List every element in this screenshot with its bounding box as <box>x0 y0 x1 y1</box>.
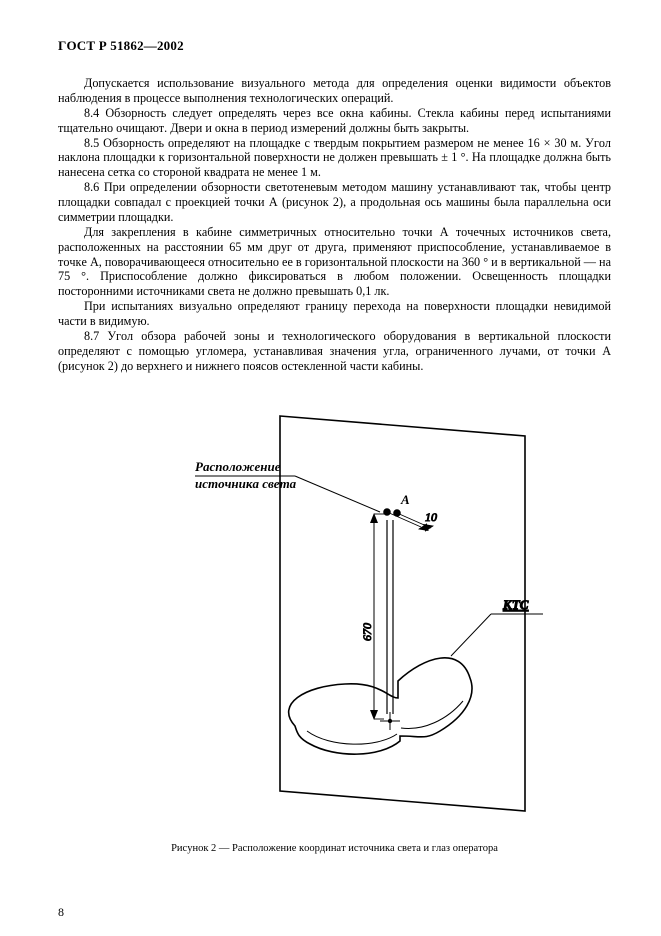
figure-point-a: A <box>400 492 410 507</box>
gost-header: ГОСТ Р 51862—2002 <box>58 38 611 54</box>
label-light-source-line2: источника света <box>195 476 297 491</box>
label-light-source: Расположение источника света <box>195 459 380 512</box>
paragraph-8-5: 8.5 Обзорность определяют на площадке с … <box>58 136 611 181</box>
label-light-source-line1: Расположение <box>195 459 281 474</box>
label-kts: КТС <box>451 597 543 656</box>
paragraph-8-6: 8.6 При определении обзорности светотене… <box>58 180 611 225</box>
label-kts-text: КТС <box>502 597 529 612</box>
paragraph-8-7: 8.7 Угол обзора рабочей зоны и технологи… <box>58 329 611 374</box>
figure-2: A Расположение источника света 10 <box>58 396 611 854</box>
paragraph-8-4: 8.4 Обзорность следует определять через … <box>58 106 611 136</box>
paragraph-boundary: При испытаниях визуально определяют гран… <box>58 299 611 329</box>
paragraph-fixture: Для закрепления в кабине симметричных от… <box>58 225 611 299</box>
frame-parallelogram <box>280 416 525 811</box>
paragraph-intro: Допускается использование визуального ме… <box>58 76 611 106</box>
figure-2-svg: A Расположение источника света 10 <box>125 396 545 826</box>
dimension-670: 670 <box>360 514 384 719</box>
seat-outline <box>288 657 471 753</box>
page-number: 8 <box>58 905 64 920</box>
dimension-10-text: 10 <box>425 510 437 524</box>
dimension-670-text: 670 <box>360 623 374 641</box>
figure-2-caption: Рисунок 2 — Расположение координат источ… <box>58 843 611 854</box>
page: ГОСТ Р 51862—2002 Допускается использова… <box>0 0 661 936</box>
